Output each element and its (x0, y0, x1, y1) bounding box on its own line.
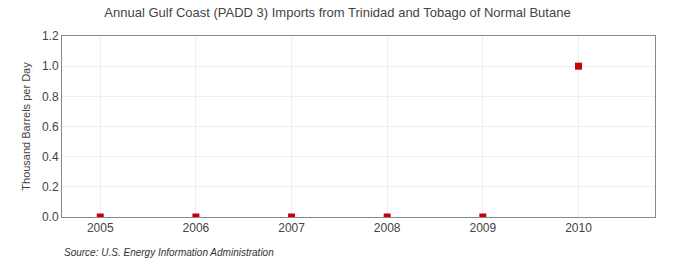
svg-text:2007: 2007 (278, 221, 305, 235)
svg-text:2008: 2008 (374, 221, 401, 235)
svg-text:0.4: 0.4 (42, 150, 59, 164)
svg-text:1.2: 1.2 (42, 29, 59, 43)
svg-text:Thousand Barrels per Day: Thousand Barrels per Day (20, 62, 32, 191)
svg-text:0.6: 0.6 (42, 120, 59, 134)
svg-text:2010: 2010 (565, 221, 592, 235)
svg-text:0.8: 0.8 (42, 90, 59, 104)
svg-text:0.0: 0.0 (42, 210, 59, 224)
svg-text:Annual Gulf Coast (PADD 3) Imp: Annual Gulf Coast (PADD 3) Imports from … (104, 5, 570, 20)
svg-text:2006: 2006 (183, 221, 210, 235)
svg-text:2005: 2005 (87, 221, 114, 235)
svg-text:1.0: 1.0 (42, 59, 59, 73)
svg-text:2009: 2009 (469, 221, 496, 235)
svg-text:Source: U.S. Energy Informatio: Source: U.S. Energy Information Administ… (64, 247, 274, 258)
svg-text:0.2: 0.2 (42, 180, 59, 194)
